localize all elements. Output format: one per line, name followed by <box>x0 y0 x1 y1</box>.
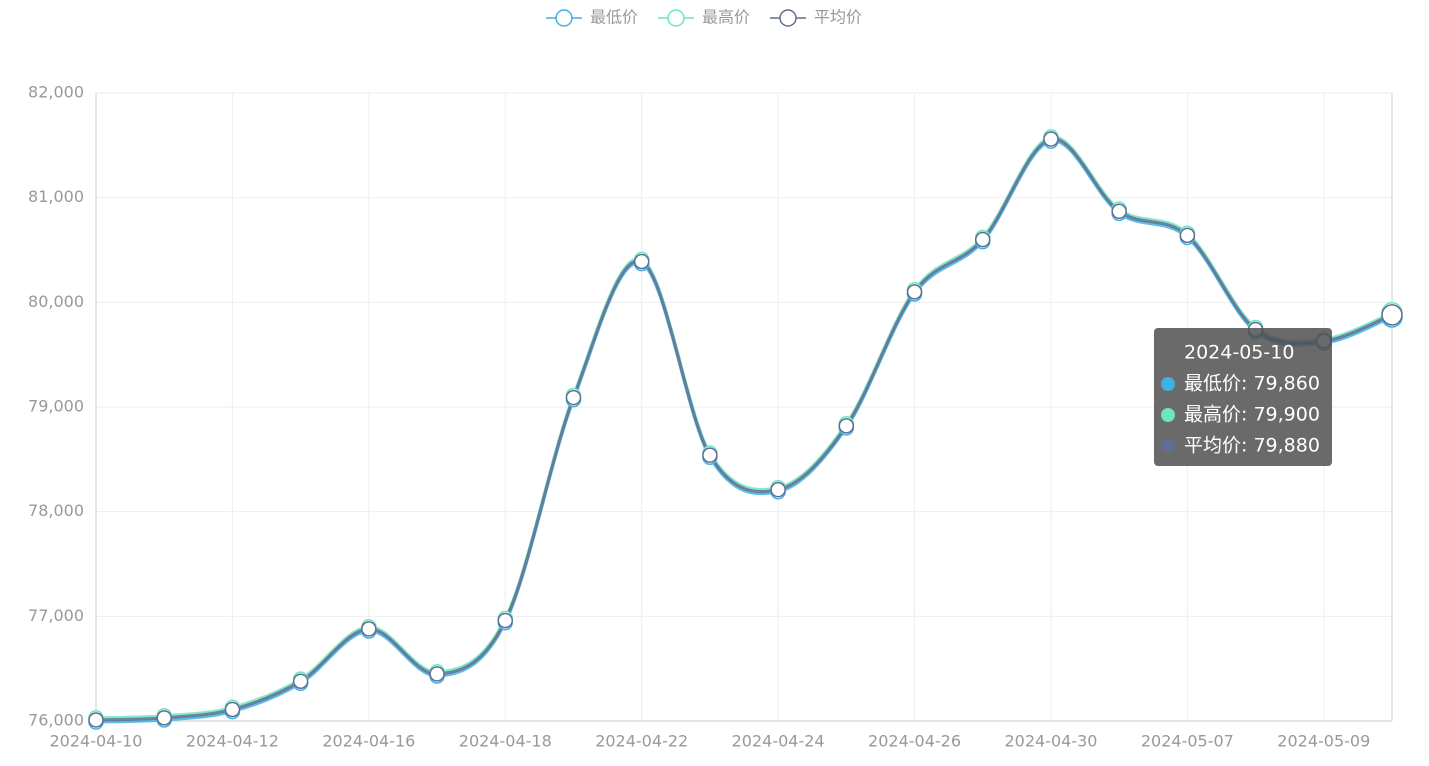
x-tick-label: 2024-04-24 <box>732 732 825 751</box>
x-tick-label: 2024-04-18 <box>459 732 552 751</box>
data-point <box>1179 227 1196 244</box>
y-tick-label: 82,000 <box>28 83 84 102</box>
y-tick-label: 80,000 <box>28 292 84 311</box>
legend-marker <box>555 9 573 27</box>
tooltip-marker <box>1161 439 1175 453</box>
data-point <box>88 712 104 728</box>
y-tick-label: 76,000 <box>28 711 84 730</box>
data-point <box>1111 203 1127 220</box>
data-point <box>1043 131 1059 147</box>
data-point <box>224 701 241 718</box>
y-tick-label: 77,000 <box>28 606 84 625</box>
data-point <box>702 447 718 463</box>
x-tick-label: 2024-04-22 <box>595 732 688 751</box>
legend-label: 最低价 <box>590 8 638 27</box>
tooltip-title: 2024-05-10 <box>1184 342 1294 364</box>
data-point <box>565 389 582 406</box>
tooltip-marker <box>1161 377 1175 391</box>
legend-marker <box>779 9 797 27</box>
tooltip: 2024-05-10 最低价: 79,860 最高价: 79,900 平均价: 79,… <box>1154 328 1332 466</box>
data-point <box>838 418 855 434</box>
data-point <box>156 710 172 726</box>
x-tick-label: 2024-05-07 <box>1141 732 1234 751</box>
data-point <box>361 621 377 637</box>
data-point <box>633 253 650 270</box>
data-point <box>1381 304 1403 326</box>
data-point <box>770 481 786 498</box>
tooltip-box <box>1154 328 1332 466</box>
legend-label: 平均价 <box>814 8 862 27</box>
x-tick-label: 2024-04-26 <box>868 732 961 751</box>
y-tick-label: 79,000 <box>28 397 84 416</box>
data-point <box>497 612 514 629</box>
data-point <box>974 231 991 248</box>
data-point <box>292 673 309 689</box>
data-point <box>429 666 445 682</box>
x-tick-label: 2024-04-30 <box>1004 732 1097 751</box>
y-tick-label: 81,000 <box>28 187 84 206</box>
data-point <box>906 284 923 300</box>
y-tick-label: 78,000 <box>28 501 84 520</box>
tooltip-row: 平均价: 79,880 <box>1184 435 1320 457</box>
x-tick-label: 2024-04-16 <box>322 732 415 751</box>
legend-marker <box>667 9 685 27</box>
x-tick-label: 2024-05-09 <box>1277 732 1370 751</box>
x-tick-label: 2024-04-12 <box>186 732 279 751</box>
tooltip-row: 最高价: 79,900 <box>1184 404 1320 426</box>
x-tick-label: 2024-04-10 <box>50 732 143 751</box>
legend-label: 最高价 <box>702 8 750 27</box>
series-line <box>95 137 1393 722</box>
tooltip-row: 最低价: 79,860 <box>1184 373 1320 395</box>
tooltip-marker <box>1161 408 1175 422</box>
